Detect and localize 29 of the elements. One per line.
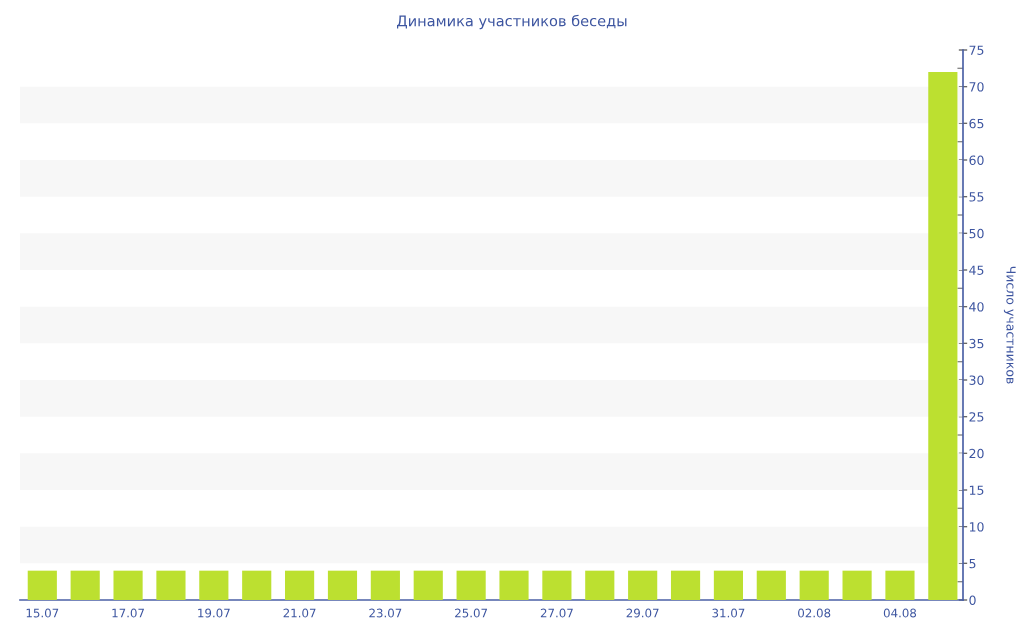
x-tick-label: 29.07 xyxy=(626,608,659,618)
y-tick-label: 10 xyxy=(969,522,984,532)
x-tick-label: 02.08 xyxy=(798,608,831,618)
y-tick-label: 40 xyxy=(969,302,984,312)
y-tick-label: 5 xyxy=(969,558,976,569)
x-tick-label: 21.07 xyxy=(283,608,316,618)
y-tick-label: 70 xyxy=(969,82,984,92)
y-tick-label: 0 xyxy=(969,595,976,605)
x-tick-label: 04.08 xyxy=(883,608,917,618)
y-tick-label: 55 xyxy=(969,192,984,202)
x-tick-label: 19.07 xyxy=(198,608,230,618)
y-tick-label: 30 xyxy=(969,375,984,385)
y-tick-label: 75 xyxy=(969,45,984,55)
y-axis-title: Число участников xyxy=(1003,266,1016,384)
x-tick-label: 15.07 xyxy=(26,608,59,618)
x-tick-label: 27.07 xyxy=(540,608,573,618)
y-tick-label: 60 xyxy=(969,155,984,165)
y-tick-label: 25 xyxy=(969,412,984,422)
y-tick-label: 50 xyxy=(969,228,984,239)
y-tick-label: 65 xyxy=(969,118,984,129)
x-tick-label: 17.07 xyxy=(112,608,144,618)
y-tick-label: 45 xyxy=(969,265,984,275)
y-tick-label: 35 xyxy=(969,338,984,349)
x-tick-label: 25.07 xyxy=(455,608,488,618)
x-tick-label: 31.07 xyxy=(712,608,745,618)
chart-title: Динамика участников беседы xyxy=(397,14,627,30)
y-tick-label: 20 xyxy=(969,448,984,459)
x-tick-label: 23.07 xyxy=(369,608,402,618)
y-tick-label: 15 xyxy=(969,485,984,495)
